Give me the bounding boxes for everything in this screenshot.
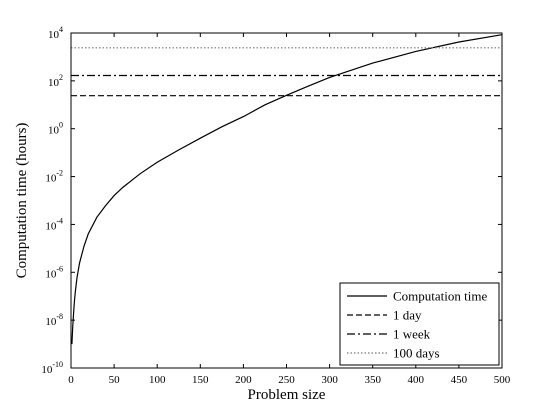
x-tick-label: 100: [149, 374, 166, 386]
y-tick-label: 10-10: [41, 360, 63, 376]
y-tick-label: 10-4: [45, 216, 63, 232]
y-tick-label: 102: [48, 73, 63, 89]
x-tick-label: 200: [235, 374, 252, 386]
series-line-computation-time: [71, 34, 503, 345]
x-tick-label: 150: [192, 374, 209, 386]
y-axis-title: Computation time (hours): [14, 123, 30, 279]
ticks-layer: 0 50 100 150 200 250 300 350 400 450 500 10-10 10-8 1…: [41, 25, 510, 386]
x-tick-label: 500: [494, 374, 511, 386]
legend-label-computation-time: Computation time: [393, 289, 487, 304]
x-axis-title: Problem size: [248, 387, 326, 403]
x-tick-label: 300: [321, 374, 338, 386]
legend-label-1-week: 1 week: [393, 327, 431, 342]
x-tick-label: 450: [451, 374, 468, 386]
y-tick-label: 104: [48, 25, 63, 41]
y-tick-label: 10-8: [45, 312, 63, 328]
legend-box: [339, 282, 500, 366]
x-tick-label: 400: [408, 374, 425, 386]
y-tick-label: 10-6: [45, 264, 63, 280]
legend-label-100-days: 100 days: [393, 346, 440, 361]
y-tick-label: 10-2: [45, 169, 63, 185]
x-tick-label: 350: [364, 374, 381, 386]
x-tick-label: 50: [109, 374, 121, 386]
x-tick-label: 0: [68, 374, 74, 386]
legend: Computation time 1 day 1 week 100 days: [339, 282, 500, 366]
legend-label-1-day: 1 day: [393, 308, 422, 323]
x-tick-label: 250: [278, 374, 295, 386]
series-layer: [71, 34, 503, 345]
y-tick-label: 100: [48, 121, 63, 137]
